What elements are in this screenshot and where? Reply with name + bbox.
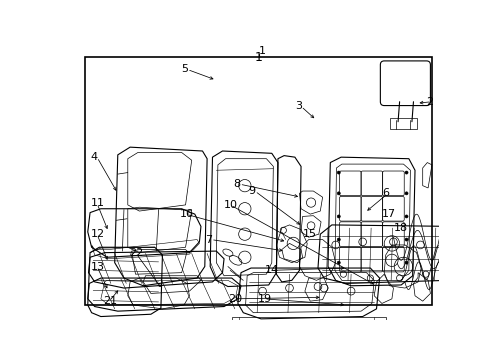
Circle shape [404, 238, 407, 241]
Text: 3: 3 [294, 101, 301, 111]
Text: 22: 22 [129, 248, 143, 258]
Circle shape [404, 215, 407, 218]
Text: 18: 18 [393, 223, 407, 233]
Text: 17: 17 [381, 209, 395, 219]
Bar [389, 118, 416, 129]
Circle shape [404, 261, 407, 264]
Text: 8: 8 [233, 179, 240, 189]
Text: 5: 5 [181, 64, 187, 75]
Circle shape [337, 261, 340, 264]
Text: 6: 6 [381, 188, 388, 198]
Text: 19: 19 [257, 294, 271, 304]
Text: 12: 12 [91, 229, 105, 239]
Text: 13: 13 [91, 261, 104, 271]
Circle shape [337, 238, 340, 241]
Circle shape [404, 171, 407, 174]
Bar [231, 316, 385, 326]
Text: 11: 11 [91, 198, 104, 208]
Text: 1: 1 [254, 51, 262, 64]
Text: 15: 15 [302, 229, 316, 239]
Circle shape [337, 192, 340, 195]
Text: 2: 2 [425, 97, 432, 107]
Circle shape [404, 192, 407, 195]
Text: 10: 10 [224, 200, 238, 210]
Text: 14: 14 [264, 265, 279, 275]
Text: 4: 4 [91, 152, 98, 162]
Text: 7: 7 [204, 235, 211, 244]
Text: 20: 20 [227, 294, 242, 304]
Text: 21: 21 [103, 296, 117, 306]
Text: 1: 1 [258, 46, 265, 56]
Circle shape [337, 215, 340, 218]
Text: 16: 16 [179, 209, 193, 219]
Circle shape [337, 171, 340, 174]
Bar [85, 57, 431, 305]
Text: 9: 9 [248, 186, 255, 196]
